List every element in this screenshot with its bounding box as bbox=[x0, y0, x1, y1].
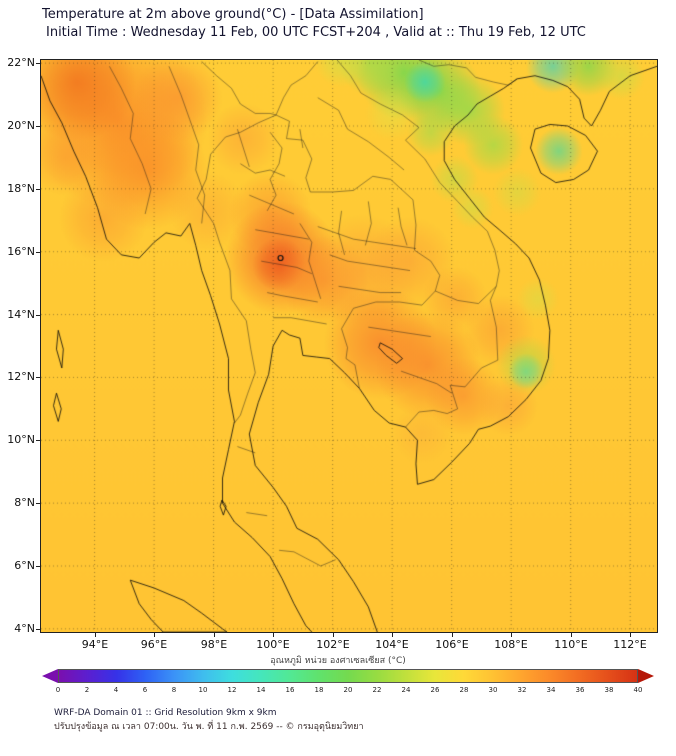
lon-tick-label: 108°E bbox=[494, 638, 528, 651]
colorbar-tick: 14 bbox=[256, 686, 266, 694]
lat-tick-mark bbox=[36, 126, 40, 127]
lat-tick-label: 20°N bbox=[7, 119, 35, 132]
lon-tick-label: 102°E bbox=[316, 638, 350, 651]
colorbar bbox=[42, 669, 654, 683]
lat-tick-mark bbox=[36, 189, 40, 190]
lat-tick-label: 8°N bbox=[14, 496, 35, 509]
lon-tick-label: 110°E bbox=[554, 638, 588, 651]
colorbar-label: อุณหภูมิ หน่วย องศาเซลเซียส (°C) bbox=[270, 656, 406, 666]
lat-tick-mark bbox=[36, 315, 40, 316]
page-subtitle: Initial Time : Wednesday 11 Feb, 00 UTC … bbox=[46, 25, 586, 40]
lat-tick-mark bbox=[36, 440, 40, 441]
lat-tick-label: 16°N bbox=[7, 245, 35, 258]
lon-tick-mark bbox=[452, 633, 453, 637]
lon-tick-mark bbox=[571, 633, 572, 637]
lat-tick-mark bbox=[36, 252, 40, 253]
temperature-map-canvas bbox=[41, 60, 657, 632]
colorbar-tick: 24 bbox=[401, 686, 411, 694]
lon-tick-label: 104°E bbox=[375, 638, 409, 651]
colorbar-tick: 26 bbox=[430, 686, 440, 694]
lat-tick-mark bbox=[36, 629, 40, 630]
lon-tick-mark bbox=[511, 633, 512, 637]
colorbar-tick: 32 bbox=[517, 686, 527, 694]
colorbar-tick: 4 bbox=[113, 686, 119, 694]
lon-tick-mark bbox=[154, 633, 155, 637]
colorbar-gradient bbox=[58, 669, 638, 683]
colorbar-tick: 0 bbox=[55, 686, 61, 694]
lon-tick-label: 94°E bbox=[81, 638, 109, 651]
colorbar-tick: 2 bbox=[84, 686, 90, 694]
colorbar-tick: 34 bbox=[546, 686, 556, 694]
colorbar-right-arrow bbox=[638, 669, 654, 683]
lat-tick-label: 14°N bbox=[7, 308, 35, 321]
lat-tick-label: 6°N bbox=[14, 559, 35, 572]
lat-tick-label: 10°N bbox=[7, 433, 35, 446]
map-plot-area bbox=[40, 59, 658, 633]
page-title: Temperature at 2m above ground(°C) - [Da… bbox=[42, 7, 424, 22]
lat-tick-label: 22°N bbox=[7, 56, 35, 69]
lat-tick-label: 18°N bbox=[7, 182, 35, 195]
colorbar-tick: 36 bbox=[575, 686, 585, 694]
footer-domain-info: WRF-DA Domain 01 :: Grid Resolution 9km … bbox=[54, 708, 277, 718]
colorbar-tick: 38 bbox=[604, 686, 614, 694]
lon-tick-label: 106°E bbox=[435, 638, 469, 651]
lat-tick-mark bbox=[36, 63, 40, 64]
colorbar-tick: 10 bbox=[198, 686, 208, 694]
title-block: Temperature at 2m above ground(°C) - [Da… bbox=[42, 6, 586, 42]
lon-tick-mark bbox=[630, 633, 631, 637]
colorbar-tick: 30 bbox=[488, 686, 498, 694]
footer: WRF-DA Domain 01 :: Grid Resolution 9km … bbox=[54, 706, 364, 734]
lat-tick-mark bbox=[36, 377, 40, 378]
colorbar-tick: 20 bbox=[343, 686, 353, 694]
colorbar-tick: 22 bbox=[372, 686, 382, 694]
lat-tick-mark bbox=[36, 566, 40, 567]
lon-tick-label: 100°E bbox=[256, 638, 290, 651]
colorbar-left-arrow bbox=[42, 669, 58, 683]
lat-tick-mark bbox=[36, 503, 40, 504]
lon-tick-label: 98°E bbox=[200, 638, 228, 651]
footer-update-info: ปรับปรุงข้อมูล ณ เวลา 07:00น. วัน พ. ที่… bbox=[54, 722, 364, 732]
lon-tick-label: 96°E bbox=[140, 638, 168, 651]
colorbar-tick: 40 bbox=[633, 686, 643, 694]
colorbar-tick: 12 bbox=[227, 686, 237, 694]
lon-tick-mark bbox=[273, 633, 274, 637]
colorbar-tick: 18 bbox=[314, 686, 324, 694]
lon-tick-label: 112°E bbox=[613, 638, 647, 651]
colorbar-tick: 6 bbox=[142, 686, 148, 694]
lon-tick-mark bbox=[333, 633, 334, 637]
colorbar-tick: 8 bbox=[171, 686, 177, 694]
lat-tick-label: 4°N bbox=[14, 622, 35, 635]
lon-tick-mark bbox=[95, 633, 96, 637]
lon-tick-mark bbox=[392, 633, 393, 637]
colorbar-tick: 16 bbox=[285, 686, 295, 694]
lon-tick-mark bbox=[214, 633, 215, 637]
colorbar-ticks: 0 2 4 6 8 10 12 14 16 18 20 22 24 26 28 30 32 34 36 38 40 bbox=[55, 686, 643, 696]
colorbar-tick: 28 bbox=[459, 686, 469, 694]
lat-tick-label: 12°N bbox=[7, 370, 35, 383]
